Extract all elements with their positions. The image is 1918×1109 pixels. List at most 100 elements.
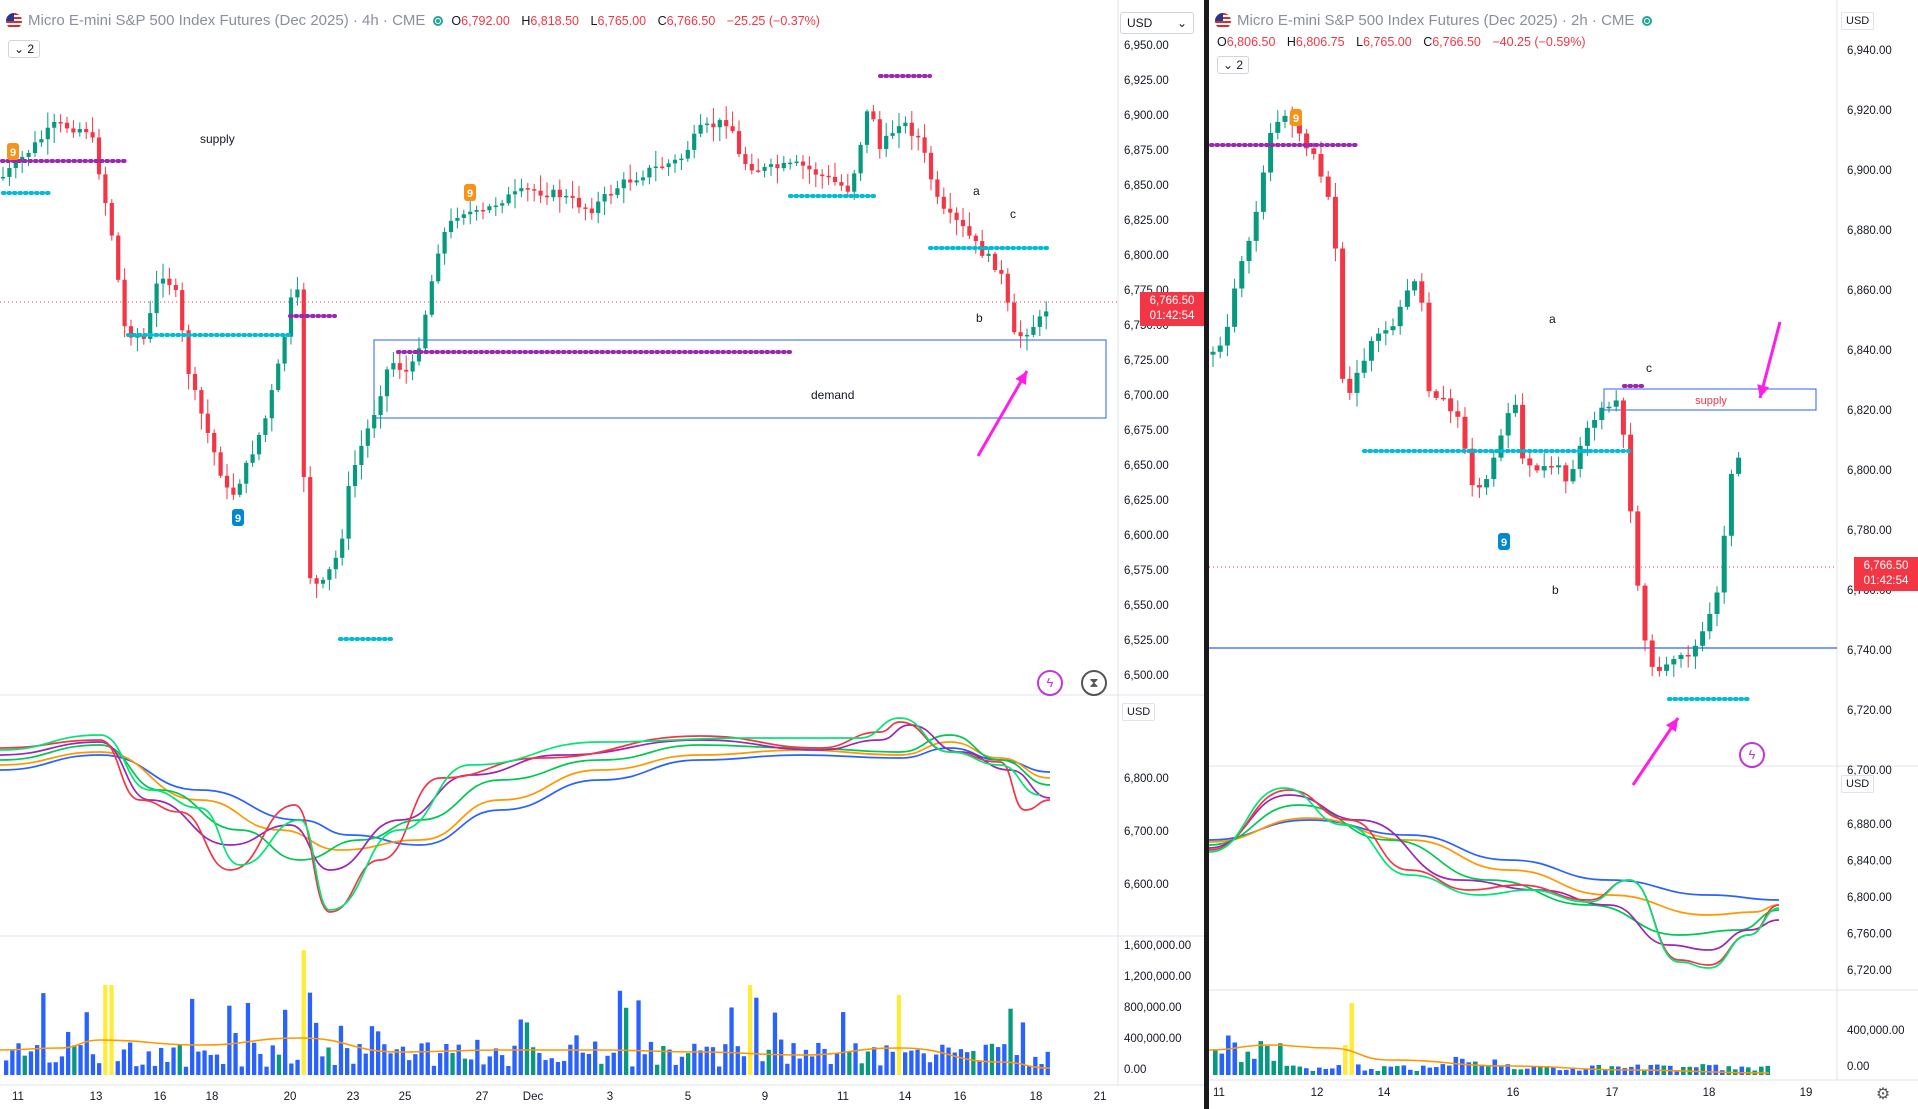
candle-body — [928, 152, 934, 180]
symbol-title[interactable]: Micro E-mini S&P 500 Index Futures (Dec … — [1237, 12, 1558, 29]
volume-bar — [692, 1043, 697, 1075]
volume-bar — [1297, 1066, 1303, 1075]
symbol-legend[interactable]: Micro E-mini S&P 500 Index Futures (Dec … — [6, 12, 828, 29]
candle-body — [1012, 302, 1017, 333]
oscillator-line — [0, 747, 1051, 846]
candle-body — [224, 475, 230, 488]
volume-bar — [841, 1012, 846, 1075]
settings-icon[interactable]: ⚙ — [1875, 1086, 1891, 1103]
lightning-icon[interactable]: ϟ — [1037, 670, 1063, 696]
candle-body — [717, 120, 722, 128]
candle-body — [871, 111, 876, 120]
candle-body — [1707, 613, 1713, 632]
candle-body — [416, 348, 422, 362]
volume-bar — [1226, 1035, 1231, 1075]
oscillator-line — [0, 734, 1051, 861]
candle-body — [1018, 332, 1023, 337]
volume-bar — [686, 1053, 691, 1075]
volume-bar — [1707, 1065, 1712, 1075]
volume-bar — [1434, 1067, 1439, 1075]
indicators-toggle[interactable]: ⌄ 2 — [8, 40, 41, 58]
volume-bar — [345, 1048, 350, 1075]
oscillator-line — [1209, 804, 1780, 936]
volume-bar — [1551, 1067, 1556, 1075]
volume-bar — [1245, 1051, 1251, 1075]
candle-body — [762, 166, 767, 171]
volume-bar — [735, 1046, 740, 1075]
candle-body — [333, 557, 338, 570]
candle-body — [954, 212, 959, 220]
candle-body — [845, 185, 850, 192]
volume-bar — [568, 1044, 573, 1075]
demand-label: demand — [811, 388, 854, 402]
candle-body — [672, 159, 678, 164]
chart-panel-2h[interactable]: 6,940.00 6,920.00 6,900.00 6,880.00 6,860.00… — [1209, 0, 1918, 1109]
candle-body — [282, 336, 287, 364]
candle-body — [1224, 326, 1230, 346]
candle-body — [1577, 445, 1583, 470]
candle-body — [148, 313, 153, 339]
currency-label[interactable]: USD — [1841, 12, 1875, 30]
volume-bar — [816, 1042, 821, 1075]
candle-body — [244, 462, 249, 484]
candle-body — [346, 486, 351, 539]
candle-body — [1728, 473, 1734, 536]
volume-bar — [1557, 1070, 1563, 1075]
candle-body — [570, 195, 575, 198]
volume-bar — [1252, 1058, 1257, 1075]
indicators-toggle[interactable]: ⌄ 2 — [1217, 56, 1250, 74]
candle-body — [1024, 334, 1030, 337]
chart-panel-4h[interactable]: 6,950.00 6,925.00 6,900.00 6,875.00 6,850.00… — [0, 0, 1204, 1109]
panel-divider[interactable] — [1204, 0, 1209, 1109]
hourglass-icon[interactable]: ⧗ — [1081, 670, 1107, 696]
candle-body — [276, 363, 281, 391]
candle-body — [237, 483, 242, 495]
volume-bar — [382, 1044, 387, 1075]
volume-bar — [22, 1055, 27, 1075]
candle-body — [916, 135, 921, 138]
volume-bar — [1343, 1045, 1348, 1075]
timeframe-label[interactable]: 2h — [1571, 12, 1588, 29]
candle-body — [621, 179, 626, 189]
symbol-legend[interactable]: Micro E-mini S&P 500 Index Futures (Dec … — [1215, 12, 1660, 29]
volume-bar — [264, 1066, 269, 1075]
chart-canvas-4h[interactable]: 6,950.00 6,925.00 6,900.00 6,875.00 6,850.00… — [0, 0, 1204, 1109]
volume-bar — [785, 1063, 790, 1075]
symbol-title[interactable]: Micro E-mini S&P 500 Index Futures (Dec … — [28, 12, 349, 29]
candle-body — [167, 278, 172, 286]
candle-body — [58, 122, 63, 124]
volume-bar — [624, 1007, 629, 1075]
volume-bar — [915, 1049, 920, 1075]
lightning-icon[interactable]: ϟ — [1739, 742, 1765, 768]
candle-body — [378, 396, 383, 416]
price-axis-label: 6,800.00 — [1124, 250, 1169, 262]
supply-zone — [1603, 388, 1817, 411]
volume-bar — [1616, 1066, 1621, 1075]
time-axis-label: 18 — [1030, 1091, 1043, 1103]
currency-select[interactable]: USD ⌄ — [1120, 12, 1194, 34]
candle-body — [1606, 406, 1612, 409]
candle-body — [71, 128, 76, 133]
candle-body — [1412, 281, 1418, 291]
price-axis-label: 6,575.00 — [1124, 565, 1169, 577]
candle-body — [1476, 485, 1482, 488]
chart-canvas-2h[interactable]: 6,940.00 6,920.00 6,900.00 6,880.00 6,860.00… — [1209, 0, 1918, 1109]
time-axis-label: 16 — [954, 1091, 967, 1103]
volume-bar — [295, 1059, 300, 1075]
volume-bar — [1330, 1068, 1335, 1075]
volume-bar — [1622, 1068, 1628, 1075]
volume-bar — [890, 1051, 895, 1075]
time-axis-label: 12 — [1311, 1087, 1324, 1099]
timeframe-label[interactable]: 4h — [362, 12, 379, 29]
volume-bar — [630, 1066, 635, 1075]
candle-body — [506, 194, 511, 204]
candle-body — [852, 173, 857, 192]
candle-body — [666, 163, 671, 168]
candle-body — [992, 253, 998, 270]
wave-b-label: b — [976, 311, 983, 325]
candle-body — [1031, 326, 1036, 335]
candle-body — [468, 211, 473, 215]
osc-currency-label: USD — [1122, 703, 1156, 721]
volume-bar — [134, 1066, 139, 1075]
candle-body — [250, 454, 255, 463]
